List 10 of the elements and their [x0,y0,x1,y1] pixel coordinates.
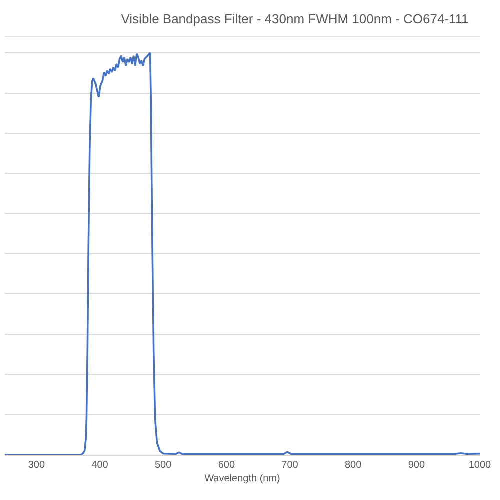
x-tick-label: 800 [344,460,362,471]
x-tick-label: 500 [154,460,172,471]
x-tick-label: 1000 [468,460,492,471]
x-tick-label: 600 [218,460,236,471]
x-axis-title: Wavelength (nm) [204,474,280,484]
x-tick-label: 400 [92,460,109,471]
x-tick-label: 700 [282,460,299,471]
x-tick-label: 900 [408,460,426,471]
x-tick-label: 300 [28,460,46,471]
chart-title: Visible Bandpass Filter - 430nm FWHM 100nm - CO674-111 [121,12,469,27]
